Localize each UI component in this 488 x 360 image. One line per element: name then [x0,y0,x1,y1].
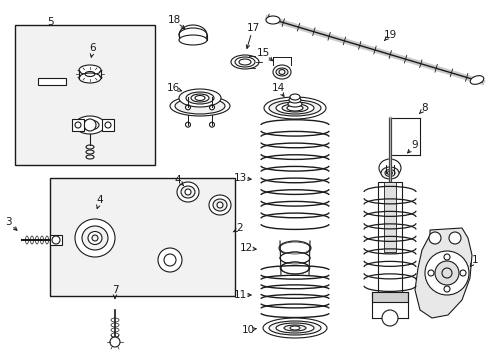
Text: 11: 11 [233,290,246,300]
Circle shape [158,248,182,272]
Ellipse shape [264,97,325,119]
Ellipse shape [75,219,115,257]
Ellipse shape [79,65,101,75]
Circle shape [443,254,449,260]
Ellipse shape [380,167,398,179]
Circle shape [459,270,465,276]
Ellipse shape [184,189,191,195]
Text: 16: 16 [166,83,179,93]
Polygon shape [115,195,224,272]
Text: 19: 19 [383,30,396,40]
Circle shape [434,261,458,285]
Ellipse shape [82,226,108,250]
Text: 9: 9 [411,140,417,150]
Bar [38,78,66,85]
Ellipse shape [378,159,400,177]
Ellipse shape [263,318,326,338]
Circle shape [427,270,433,276]
Bar [102,119,114,131]
Polygon shape [414,228,471,318]
Text: 8: 8 [421,103,427,113]
Ellipse shape [179,35,206,45]
Text: 18: 18 [167,15,180,25]
Ellipse shape [185,92,214,104]
Ellipse shape [284,325,305,331]
Ellipse shape [268,100,320,116]
Ellipse shape [279,241,310,255]
Text: 12: 12 [239,243,252,253]
Text: 4: 4 [174,175,181,185]
Text: 10: 10 [241,325,254,335]
Bar [50,235,62,245]
Ellipse shape [88,231,102,244]
Ellipse shape [230,55,259,69]
Ellipse shape [208,195,230,215]
Ellipse shape [92,235,98,241]
Ellipse shape [282,104,307,112]
Ellipse shape [235,57,254,67]
Text: 6: 6 [89,43,96,53]
Ellipse shape [179,89,221,107]
Text: 4: 4 [97,195,103,205]
Circle shape [443,286,449,292]
Ellipse shape [268,321,320,335]
Ellipse shape [217,202,223,208]
Ellipse shape [191,94,208,102]
Ellipse shape [179,28,206,42]
Ellipse shape [175,98,224,114]
Text: 5: 5 [46,17,53,27]
Text: 15: 15 [256,48,269,58]
Ellipse shape [280,252,309,264]
Bar [15,25,155,165]
Ellipse shape [384,170,394,176]
Ellipse shape [288,97,301,103]
Bar [72,119,84,131]
Ellipse shape [265,16,280,24]
Text: 2: 2 [236,223,243,233]
Ellipse shape [275,68,287,76]
Circle shape [428,232,440,244]
Ellipse shape [177,182,199,202]
Ellipse shape [110,337,120,347]
Circle shape [448,232,460,244]
Ellipse shape [287,101,302,107]
Ellipse shape [469,76,483,84]
Ellipse shape [181,186,195,198]
Text: 1: 1 [471,255,477,265]
Text: 3: 3 [5,217,11,227]
Ellipse shape [272,65,290,79]
Circle shape [84,119,96,131]
Circle shape [381,310,397,326]
Bar [377,182,401,292]
Ellipse shape [275,323,313,333]
Ellipse shape [79,73,101,83]
Ellipse shape [75,116,105,134]
Ellipse shape [289,94,299,100]
Text: 7: 7 [111,285,118,295]
Ellipse shape [281,262,308,274]
Ellipse shape [213,199,226,211]
Text: 14: 14 [271,83,284,93]
Ellipse shape [289,326,299,330]
Bar [50,178,235,296]
Bar [383,182,395,252]
Ellipse shape [275,102,313,114]
Text: 13: 13 [233,173,246,183]
Text: 17: 17 [246,23,259,33]
Ellipse shape [286,105,303,111]
Ellipse shape [170,96,229,116]
Bar [371,292,407,302]
Ellipse shape [52,236,60,244]
Circle shape [424,251,468,295]
